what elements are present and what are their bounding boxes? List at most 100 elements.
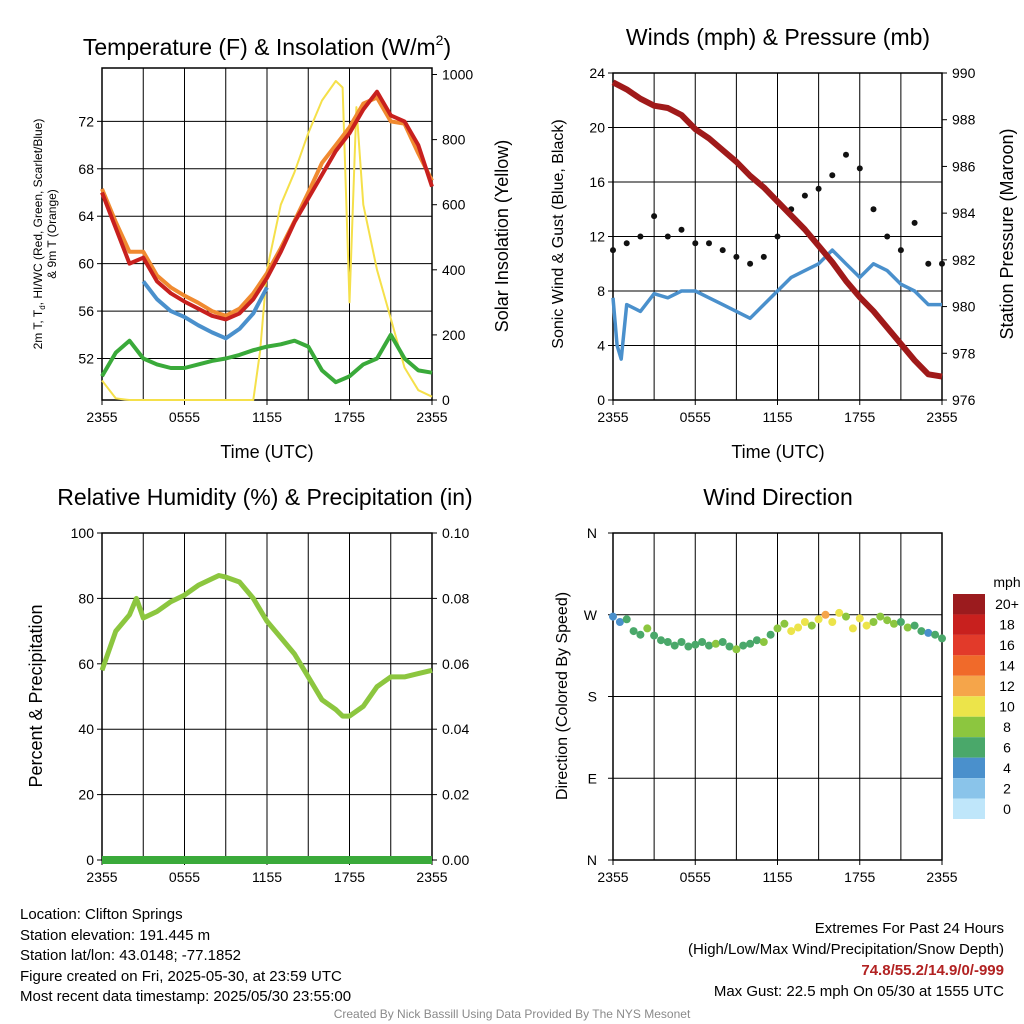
dir-xtick-label: 0555: [680, 869, 711, 885]
rh-ytick-label: 100: [71, 525, 95, 541]
direction-point: [917, 627, 926, 636]
wind-y2tick-label: 980: [952, 299, 976, 315]
direction-point: [821, 610, 830, 619]
temperature-panel: Temperature (F) & Insolation (W/m2) Time…: [31, 32, 512, 462]
direction-point: [657, 636, 665, 645]
temp-ytick-label: 64: [78, 208, 94, 224]
legend-label: 0: [1003, 801, 1011, 817]
dir-xtick-label: 2355: [597, 869, 628, 885]
wind-y2tick-label: 986: [952, 158, 976, 174]
humidity-panel: Relative Humidity (%) & Precipitation (i…: [26, 484, 473, 885]
dir-ytick-label: N: [587, 525, 597, 541]
rh-y2tick-label: 0.10: [442, 525, 469, 541]
gust-point: [623, 240, 630, 247]
rh-xtick-label: 1755: [334, 869, 365, 885]
temp-series-3: [100, 332, 433, 385]
temperature-ylabel-2: & 9m T (Orange): [45, 189, 59, 279]
temp-y2tick-label: 800: [442, 132, 466, 148]
winds-title: Winds (mph) & Pressure (mb): [626, 24, 930, 50]
gust-point: [815, 185, 822, 192]
gust-point: [856, 165, 863, 172]
direction-point: [629, 627, 638, 636]
direction-point: [855, 614, 864, 623]
direction-point: [910, 621, 919, 630]
rh-xtick-label: 0555: [169, 869, 200, 885]
gust-point: [829, 172, 836, 179]
direction-point: [670, 641, 679, 650]
gust-point: [939, 260, 945, 267]
direction-point: [643, 624, 652, 633]
legend-label: 20+: [995, 596, 1019, 612]
rh-ytick-label: 20: [78, 787, 94, 803]
temp-xtick-label: 2355: [416, 409, 447, 425]
legend-swatch: [953, 798, 985, 819]
rh-ytick-label: 80: [78, 590, 94, 606]
gust-point: [897, 247, 904, 254]
wind-y2tick-label: 984: [952, 205, 976, 221]
extremes-subtitle: (High/Low/Max Wind/Precipitation/Snow De…: [688, 941, 1004, 958]
rh-y2tick-label: 0.02: [442, 787, 469, 803]
gust-point: [911, 219, 918, 226]
direction-point: [903, 623, 912, 632]
wind-y2tick-label: 990: [952, 65, 976, 81]
direction-point: [705, 641, 713, 650]
rh-y2tick-label: 0.04: [442, 721, 469, 737]
speed-legend: 20+ 18 16 14 12 10 8 6 4 2 0: [953, 594, 1019, 819]
recent-text: Most recent data timestamp: 2025/05/30 2…: [20, 988, 352, 1005]
direction-point: [609, 612, 617, 621]
legend-label: 8: [1003, 719, 1011, 735]
gust-point: [664, 233, 671, 240]
gust-point: [774, 233, 781, 240]
direction-point: [711, 639, 720, 648]
temp-xtick-label: 1155: [252, 409, 282, 425]
temperature-xlabel: Time (UTC): [220, 442, 313, 462]
direction-point: [814, 615, 823, 624]
gust-point: [801, 192, 808, 199]
direction-point: [677, 638, 686, 646]
direction-point: [622, 615, 631, 624]
legend-label: 6: [1003, 739, 1011, 755]
temp-ytick-label: 56: [78, 303, 94, 319]
wind-xtick-label: 1155: [762, 409, 792, 425]
legend-title: mph: [993, 574, 1020, 590]
temp-ytick-label: 60: [78, 256, 94, 272]
gust-point: [706, 240, 712, 247]
temp-ytick-label: 68: [78, 161, 94, 177]
rh-ytick-label: 40: [78, 721, 94, 737]
rh-ytick-label: 0: [86, 852, 94, 868]
winds-y2label: Station Pressure (Maroon): [997, 128, 1017, 339]
wind-ytick-label: 12: [589, 229, 605, 245]
wind-direction-panel: Wind Direction Direction (Colored By Spe…: [554, 484, 1021, 885]
gust-point: [733, 253, 740, 260]
dir-ytick-label: S: [588, 689, 597, 705]
gust-point: [884, 233, 891, 240]
latlon-text: Station lat/lon: 43.0148; -77.1852: [20, 947, 242, 964]
legend-swatch: [953, 614, 985, 635]
direction-point: [842, 612, 850, 621]
direction-point: [862, 621, 871, 630]
legend-label: 4: [1003, 760, 1011, 776]
legend-swatch: [953, 716, 985, 738]
wind-y2tick-label: 978: [952, 345, 976, 361]
direction-point: [794, 623, 803, 632]
humidity-ylabel: Percent & Precipitation: [26, 604, 46, 787]
rh-xtick-label: 2355: [86, 869, 117, 885]
temp-y2tick-label: 1000: [442, 67, 473, 83]
temp-y2tick-label: 0: [442, 392, 450, 408]
wind-ytick-label: 24: [589, 65, 605, 81]
temp-xtick-label: 2355: [86, 409, 117, 425]
direction-point: [725, 642, 734, 651]
max-gust-text: Max Gust: 22.5 mph On 05/30 at 1555 UTC: [713, 983, 1004, 1000]
gust-point: [870, 206, 877, 213]
elevation-text: Station elevation: 191.445 m: [20, 926, 211, 944]
gust-point: [747, 260, 754, 267]
temperature-title: Temperature (F) & Insolation (W/m2): [83, 32, 451, 60]
winds-panel: Winds (mph) & Pressure (mb) Time (UTC) S…: [550, 24, 1017, 462]
humidity-line: [99, 573, 433, 719]
temp-ytick-label: 52: [78, 351, 94, 367]
wind-ytick-label: 8: [597, 283, 605, 299]
direction-point: [938, 634, 946, 643]
legend-label: 16: [999, 637, 1015, 653]
wind-ytick-label: 0: [597, 392, 605, 408]
gust-point: [610, 247, 616, 254]
